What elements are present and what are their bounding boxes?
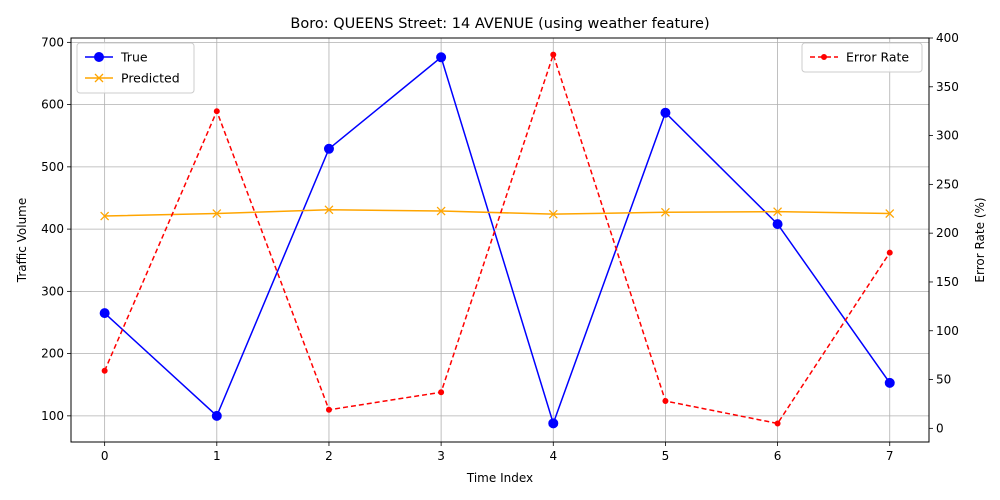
y2-tick-label: 0	[936, 421, 944, 435]
legend-frame	[801, 42, 923, 73]
error-rate-point	[886, 249, 893, 256]
predicted-point	[436, 206, 446, 216]
predicted-line	[104, 209, 890, 217]
error-rate-point	[438, 389, 445, 396]
true-line	[104, 56, 891, 426]
x-tick-label: 1	[213, 449, 221, 463]
y2-tick-label: 200	[936, 226, 959, 240]
error-rate-point	[325, 406, 332, 413]
y-tick-label: 500	[41, 160, 64, 174]
predicted-point	[660, 207, 670, 217]
x-axis-label: Time Index	[466, 471, 533, 485]
y-tick-label: 200	[41, 347, 64, 361]
true-point	[436, 52, 447, 63]
true-point	[323, 143, 334, 154]
y-axis-label: Traffic Volume	[15, 198, 29, 284]
predicted-point	[548, 209, 558, 219]
legend-marker-error-rate	[821, 54, 827, 60]
error-rate-point	[550, 51, 557, 58]
x-tick-label: 6	[774, 449, 782, 463]
error-rate-point	[662, 398, 669, 405]
y2-tick-label: 50	[936, 373, 951, 387]
predicted-point	[885, 209, 895, 219]
legend-marker-true	[94, 52, 104, 62]
series-error-rate	[101, 51, 893, 427]
x-tick-label: 7	[886, 449, 894, 463]
predicted-point	[773, 207, 783, 217]
y2-tick-label: 100	[936, 324, 959, 338]
predicted-point	[100, 211, 110, 221]
true-point	[211, 410, 222, 421]
y2-tick-label: 350	[936, 80, 959, 94]
axes: 0 1 2 3 4 5 6 7 100 200 300 400 500 600 700 0 50 100 150 20…	[41, 31, 959, 463]
true-point	[548, 418, 559, 429]
x-tick-label: 5	[662, 449, 670, 463]
legend-label-true: True	[120, 50, 148, 65]
y-tick-label: 600	[41, 98, 64, 112]
y-tick-label: 400	[41, 222, 64, 236]
plot-frame	[70, 37, 930, 443]
y-tick-label: 100	[41, 409, 64, 423]
legend-label-predicted: Predicted	[121, 71, 180, 86]
y2-tick-label: 400	[936, 31, 959, 45]
series-true	[99, 52, 895, 429]
y2-tick-label: 300	[936, 129, 959, 143]
x-tick-label: 0	[101, 449, 109, 463]
y-tick-label: 700	[41, 35, 64, 49]
error-rate-point	[101, 367, 108, 374]
legend-label-error-rate: Error Rate	[846, 50, 909, 65]
legend-error-rate: Error Rate	[801, 42, 923, 73]
chart-title: Boro: QUEENS Street: 14 AVENUE (using we…	[290, 16, 709, 32]
series-layer	[99, 51, 895, 429]
x-tick-label: 2	[325, 449, 333, 463]
error-rate-line	[103, 52, 891, 425]
predicted-point	[212, 209, 222, 219]
legend-true-predicted: True Predicted	[76, 42, 195, 94]
true-point	[772, 219, 783, 230]
error-rate-point	[774, 420, 781, 427]
x-tick-label: 3	[437, 449, 445, 463]
grid	[71, 38, 929, 442]
y2-tick-label: 250	[936, 177, 959, 191]
true-point	[99, 308, 110, 319]
series-predicted	[100, 205, 895, 221]
y-tick-label: 300	[41, 284, 64, 298]
true-point	[884, 377, 895, 388]
y2-tick-label: 150	[936, 275, 959, 289]
predicted-point	[324, 205, 334, 215]
legend-marker-predicted	[94, 73, 104, 83]
x-tick-label: 4	[549, 449, 557, 463]
y2-axis-label: Error Rate (%)	[973, 197, 987, 282]
error-rate-point	[213, 108, 220, 115]
legend-frame	[76, 42, 195, 94]
true-point	[660, 107, 671, 118]
